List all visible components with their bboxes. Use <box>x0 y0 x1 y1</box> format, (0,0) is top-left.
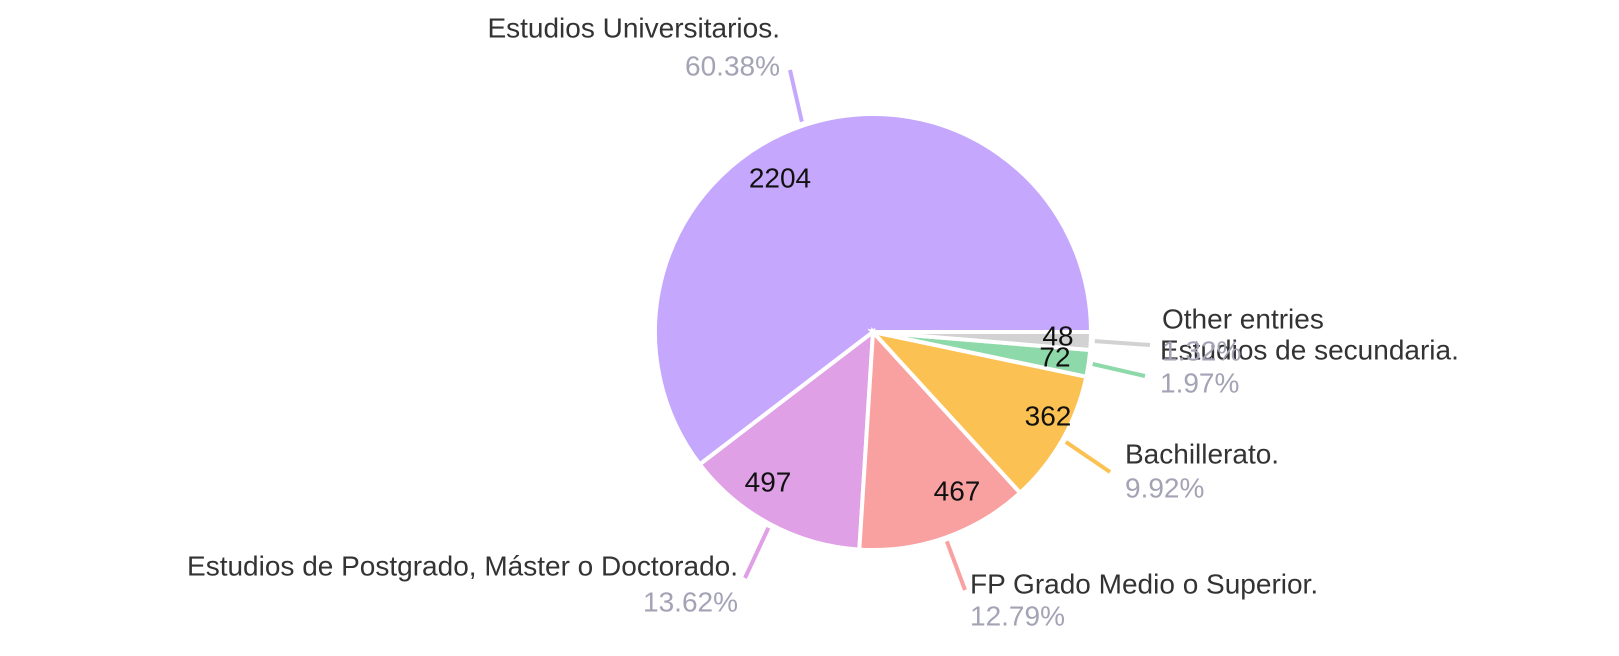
slice-name: Estudios Universitarios. <box>487 12 780 43</box>
slice-percent: 1.32% <box>1162 335 1241 366</box>
leader-line <box>1094 339 1151 347</box>
slice-percent: 9.92% <box>1125 472 1204 503</box>
pie-slice <box>653 112 1094 468</box>
slice-name: Bachillerato. <box>1125 438 1279 469</box>
leader-line <box>743 526 771 579</box>
pie-slice <box>696 327 876 552</box>
value-label: 72 <box>1039 341 1070 372</box>
slice-percent: 60.38% <box>685 50 780 81</box>
slice-name: FP Grado Medio o Superior. <box>970 568 1318 599</box>
value-label: 362 <box>1025 400 1072 431</box>
slice-percent: 12.79% <box>970 600 1065 631</box>
value-label: 48 <box>1042 320 1073 351</box>
pie-slice <box>857 327 1023 552</box>
pie-slice <box>872 330 1094 353</box>
slice-name: Estudios de Postgrado, Máster o Doctorad… <box>187 550 738 581</box>
value-label: 467 <box>934 475 981 506</box>
slice-percent: 1.97% <box>1160 367 1239 398</box>
value-label: 2204 <box>749 162 811 193</box>
slice-percent: 13.62% <box>643 586 738 617</box>
slice-name: Other entries <box>1162 303 1324 334</box>
slice-name: Estudios de secundaria. <box>1160 334 1459 365</box>
leader-line <box>1092 362 1146 378</box>
leader-line <box>788 69 804 123</box>
value-label: 497 <box>745 466 792 497</box>
leader-line <box>944 540 967 591</box>
leader-line <box>1064 440 1112 474</box>
pie-slice <box>867 328 1089 496</box>
